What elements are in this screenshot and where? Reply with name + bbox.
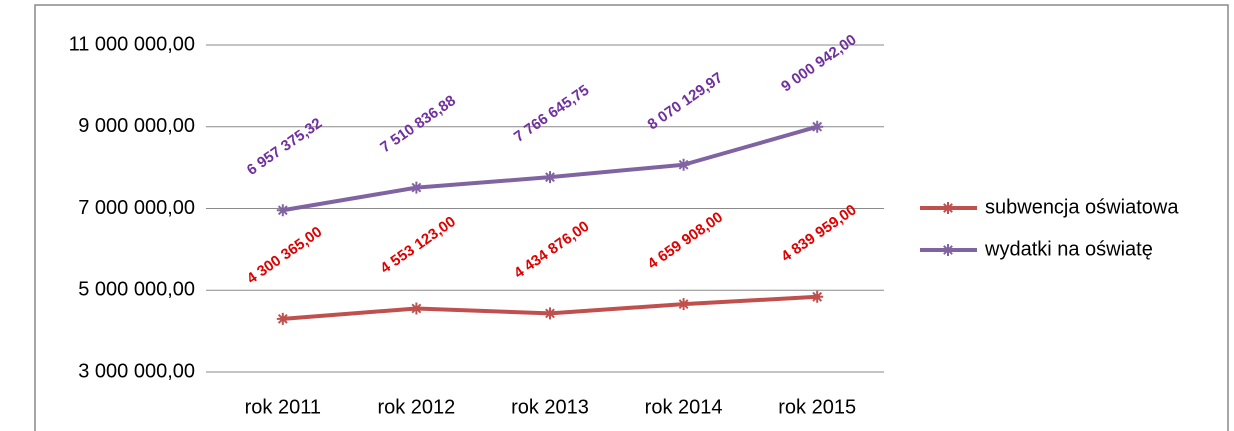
x-tick-label: rok 2015 [778, 396, 856, 418]
marker [544, 307, 556, 320]
marker [276, 204, 289, 217]
marker [410, 302, 423, 315]
y-tick-label: 3 000 000,00 [78, 360, 195, 382]
x-tick-label: rok 2013 [511, 396, 589, 418]
marker [276, 312, 289, 325]
legend-marker [942, 244, 954, 256]
marker [811, 120, 824, 133]
y-tick-label: 9 000 000,00 [78, 115, 195, 137]
marker [811, 290, 824, 303]
legend-label: wydatki na oświatę [984, 238, 1153, 260]
x-tick-label: rok 2011 [245, 396, 321, 418]
y-tick-label: 7 000 000,00 [78, 197, 195, 219]
legend-label: subwencja oświatowa [985, 196, 1179, 218]
y-tick-label: 11 000 000,00 [69, 33, 195, 55]
marker [677, 298, 690, 311]
marker [544, 171, 556, 184]
y-tick-label: 5 000 000,00 [78, 279, 195, 301]
marker [677, 158, 690, 171]
legend-marker [942, 202, 954, 214]
chart-frame [34, 4, 1229, 431]
marker [410, 181, 423, 194]
x-tick-label: rok 2014 [645, 396, 723, 418]
x-tick-label: rok 2012 [377, 396, 455, 418]
